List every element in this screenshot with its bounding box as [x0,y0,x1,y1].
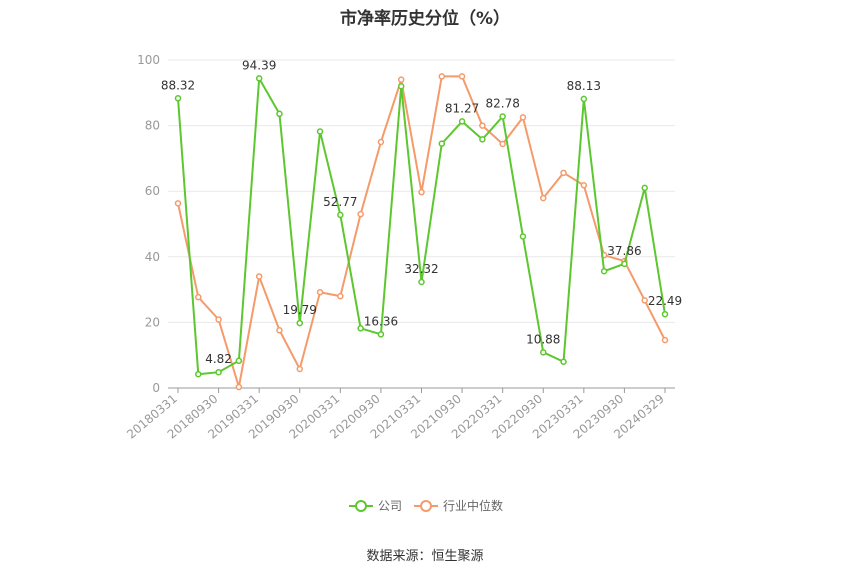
y-tick-label: 80 [145,119,160,133]
source-note: 数据来源：恒生聚源 [366,549,484,564]
data-label: 19.79 [283,303,317,317]
data-point [337,211,344,219]
data-point [215,368,222,376]
data-labels: 88.32 4.82 94.39 19.79 52.77 16.36 32.32 81.27 8… [161,58,682,366]
data-point [661,336,669,344]
data-label: 10.88 [526,332,560,346]
data-point [255,75,263,82]
data-point [540,349,547,356]
legend-marker-1 [420,500,432,512]
data-label: 94.39 [242,58,276,72]
data-point [174,95,182,102]
data-label: 16.36 [364,314,398,328]
data-point [397,76,405,83]
data-label: 88.13 [567,79,601,93]
data-point [560,358,567,366]
y-tick-label: 100 [137,53,160,67]
data-point [174,200,182,207]
data-label: 4.82 [205,352,232,366]
data-point [479,136,486,143]
data-point [499,140,506,148]
data-point [621,260,628,268]
data-point [438,73,446,80]
data-point [641,184,648,192]
data-point [580,182,588,189]
series-line-0 [177,75,666,376]
data-point [519,233,527,240]
data-point [600,267,608,275]
data-point [357,210,364,218]
y-axis-ticks: 0 20 40 60 80 100 [137,53,160,395]
legend: 公司 行业中位数 [349,498,503,513]
y-tick-label: 20 [145,315,160,329]
data-point [215,316,222,323]
data-point [357,325,364,332]
data-point [195,370,202,378]
data-point [377,138,385,146]
legend-label-0: 公司 [378,499,402,513]
y-tick-label: 40 [145,250,160,264]
data-point [560,169,567,177]
data-point [316,288,324,296]
data-label: 37.86 [607,244,641,258]
data-label: 88.32 [161,78,195,92]
data-point [276,110,283,118]
data-point [296,319,303,327]
y-tick-label: 60 [145,184,160,198]
data-point [255,273,263,280]
data-point [519,114,527,121]
data-point [296,365,303,373]
data-point [418,188,425,196]
data-point [479,122,486,129]
data-point [540,194,547,202]
data-point [195,293,202,301]
data-label: 82.78 [485,96,519,110]
legend-marker-0 [355,500,367,512]
series-group [174,73,669,391]
series-line-1 [177,75,666,388]
data-label: 52.77 [323,195,357,209]
data-label: 22.49 [648,294,682,308]
data-point [499,113,506,120]
data-point [235,357,243,365]
data-point [661,310,669,318]
chart-title: 市净率历史分位（%） [339,9,511,29]
y-tick-label: 0 [152,381,160,395]
data-point [235,383,243,391]
data-point [458,73,466,80]
data-point [418,278,425,286]
data-point [458,118,466,125]
data-point [580,95,588,103]
data-label: 32.32 [404,262,438,276]
data-point [438,140,446,147]
data-label: 81.27 [445,101,479,115]
legend-label-1: 行业中位数 [443,498,503,513]
data-point [377,331,385,338]
data-point [641,297,648,304]
data-point [337,292,344,300]
x-axis: 2018033120180930201903312019093020200331… [124,387,675,442]
data-point [397,82,405,90]
data-point [276,327,283,334]
data-point [316,128,324,135]
